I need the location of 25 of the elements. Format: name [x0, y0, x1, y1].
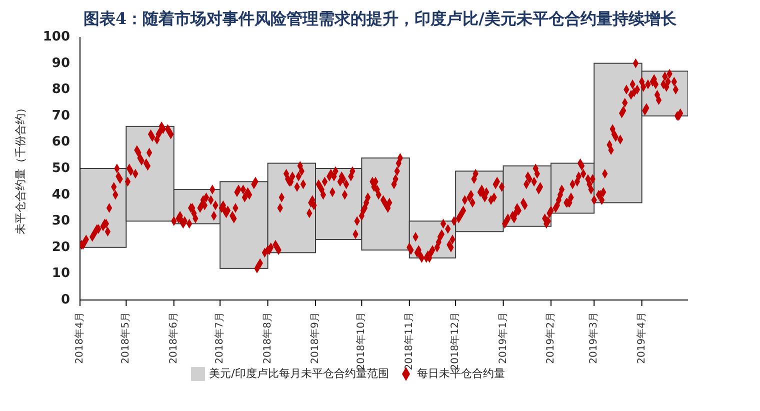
x-tick-label: 2018年4月: [74, 312, 86, 364]
y-tick-label: 40: [52, 187, 70, 202]
x-tick-label: 2018年6月: [167, 312, 180, 364]
y-tick-label: 50: [52, 161, 70, 176]
x-tick-label: 2019年4月: [635, 312, 648, 364]
x-tick-label: 2018年7月: [214, 312, 226, 364]
y-tick-label: 20: [52, 240, 70, 255]
x-tick-label: 2018年11月: [402, 312, 415, 370]
y-tick-label: 90: [52, 56, 70, 71]
y-tick-label: 0: [60, 292, 70, 308]
x-tick-label: 2018年5月: [120, 312, 132, 364]
y-axis-title: 未平仓合约量（千份合约）: [14, 102, 27, 234]
legend-label: 每日未平仓合约量: [416, 367, 505, 380]
x-tick-label: 2019年3月: [588, 312, 600, 364]
x-tick-label: 2018年9月: [309, 312, 322, 364]
x-tick-label: 2018年8月: [261, 312, 274, 364]
y-tick-label: 70: [52, 108, 70, 124]
x-tick-label: 2019年1月: [496, 312, 509, 364]
x-tick-label: 2019年2月: [544, 312, 557, 364]
y-tick-label: 60: [52, 134, 70, 150]
chart-title: 图表4：随着市场对事件风险管理需求的提升，印度卢比/美元未平仓合约量持续增长: [82, 8, 678, 29]
y-tick-label: 100: [42, 30, 70, 44]
y-tick-label: 80: [52, 82, 70, 98]
y-tick-label: 10: [52, 266, 70, 282]
y-tick-label: 30: [52, 214, 70, 229]
